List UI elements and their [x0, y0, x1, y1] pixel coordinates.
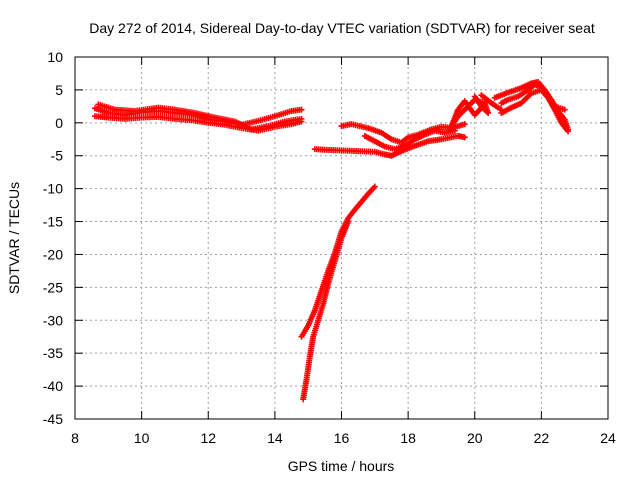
y-tick-label: 0: [55, 115, 63, 131]
y-axis-title: SDTVAR / TECUs: [6, 182, 22, 294]
x-tick-label: 10: [134, 430, 150, 446]
y-tick-label: -25: [43, 279, 63, 295]
y-tick-label: -5: [51, 148, 64, 164]
y-tick-label: -40: [43, 378, 63, 394]
data-point: [561, 106, 568, 113]
x-tick-label: 22: [534, 430, 550, 446]
data-series-track-e: [338, 121, 468, 146]
x-tick-label: 20: [467, 430, 483, 446]
data-series-track-k: [478, 92, 505, 113]
tick-layer: [74, 56, 609, 420]
y-tick-label: -10: [43, 181, 63, 197]
data-series-track-g: [448, 93, 492, 130]
data-series-track-m: [300, 218, 352, 403]
data-point: [498, 106, 505, 113]
data-point: [298, 106, 305, 113]
data-point: [481, 101, 488, 108]
y-tick-label: -35: [43, 345, 63, 361]
x-tick-label: 24: [600, 430, 616, 446]
x-tick-label: 8: [71, 430, 79, 446]
y-tick-labels: 10 5 0 -5 -10 -15 -20 -25 -30 -35 -40 -45: [43, 49, 63, 427]
data-points-layer: [91, 79, 572, 403]
data-series-track-f: [361, 127, 458, 153]
x-axis-title: GPS time / hours: [288, 458, 395, 474]
y-tick-label: -20: [43, 246, 63, 262]
x-tick-label: 18: [400, 430, 416, 446]
x-tick-label: 16: [334, 430, 350, 446]
data-series-track-c: [95, 101, 305, 133]
y-tick-label: -15: [43, 214, 63, 230]
chart-title: Day 272 of 2014, Sidereal Day-to-day VTE…: [89, 20, 595, 36]
x-tick-labels: 8 10 12 14 16 18 20 22 24: [71, 430, 616, 446]
data-series-track-d: [311, 132, 468, 159]
data-point: [298, 115, 305, 122]
data-point: [345, 218, 352, 225]
data-point: [565, 128, 572, 135]
data-point: [461, 134, 468, 141]
data-point: [461, 121, 468, 128]
data-series-track-l: [298, 183, 378, 340]
y-tick-label: -30: [43, 312, 63, 328]
y-tick-label: 10: [47, 49, 63, 65]
y-tick-label: -45: [43, 411, 63, 427]
data-point: [371, 183, 378, 190]
y-tick-label: 5: [55, 82, 63, 98]
x-tick-label: 12: [200, 430, 216, 446]
x-tick-label: 14: [267, 430, 283, 446]
data-point: [451, 127, 458, 134]
